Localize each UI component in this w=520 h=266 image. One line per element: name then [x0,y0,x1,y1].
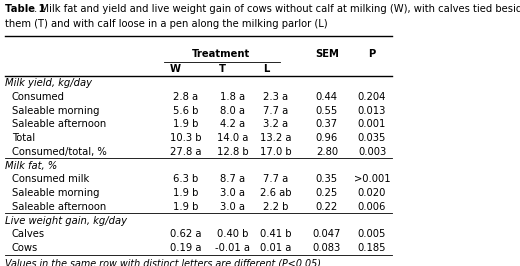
Text: 2.2 b: 2.2 b [263,202,289,212]
Text: 0.01 a: 0.01 a [260,243,292,253]
Text: T: T [219,64,226,74]
Text: Saleable morning: Saleable morning [11,188,99,198]
Text: 1.8 a: 1.8 a [220,92,245,102]
Text: 0.44: 0.44 [316,92,338,102]
Text: 2.3 a: 2.3 a [263,92,289,102]
Text: 3.0 a: 3.0 a [220,202,245,212]
Text: Consumed milk: Consumed milk [11,174,89,184]
Text: 0.083: 0.083 [313,243,341,253]
Text: 0.204: 0.204 [358,92,386,102]
Text: 7.7 a: 7.7 a [263,174,289,184]
Text: 0.35: 0.35 [316,174,338,184]
Text: 0.185: 0.185 [358,243,386,253]
Text: 0.013: 0.013 [358,106,386,116]
Text: Table 1: Table 1 [5,4,45,14]
Text: W: W [170,64,181,74]
Text: 0.001: 0.001 [358,119,386,129]
Text: 6.3 b: 6.3 b [173,174,198,184]
Text: 0.37: 0.37 [316,119,338,129]
Text: -0.01 a: -0.01 a [215,243,250,253]
Text: 13.2 a: 13.2 a [260,133,292,143]
Text: L: L [263,64,269,74]
Text: 0.25: 0.25 [316,188,338,198]
Text: Consumed: Consumed [11,92,64,102]
Text: 10.3 b: 10.3 b [170,133,201,143]
Text: 1.9 b: 1.9 b [173,119,198,129]
Text: Saleable afternoon: Saleable afternoon [11,202,106,212]
Text: Saleable morning: Saleable morning [11,106,99,116]
Text: 2.6 ab: 2.6 ab [260,188,292,198]
Text: 3.0 a: 3.0 a [220,188,245,198]
Text: 4.2 a: 4.2 a [220,119,245,129]
Text: Values in the same row with distinct letters are different (P<0.05): Values in the same row with distinct let… [5,258,321,266]
Text: 0.020: 0.020 [358,188,386,198]
Text: 0.047: 0.047 [313,229,341,239]
Text: them (T) and with calf loose in a pen along the milking parlor (L): them (T) and with calf loose in a pen al… [5,19,327,29]
Text: 12.8 b: 12.8 b [217,147,249,157]
Text: 1.9 b: 1.9 b [173,188,198,198]
Text: P: P [369,49,375,59]
Text: 0.006: 0.006 [358,202,386,212]
Text: . Milk fat and yield and live weight gain of cows without calf at milking (W), w: . Milk fat and yield and live weight gai… [34,4,520,14]
Text: Consumed/total, %: Consumed/total, % [11,147,107,157]
Text: 7.7 a: 7.7 a [263,106,289,116]
Text: 0.19 a: 0.19 a [170,243,201,253]
Text: 8.7 a: 8.7 a [220,174,245,184]
Text: 0.41 b: 0.41 b [260,229,292,239]
Text: 0.22: 0.22 [316,202,338,212]
Text: 0.96: 0.96 [316,133,338,143]
Text: 0.035: 0.035 [358,133,386,143]
Text: SEM: SEM [315,49,339,59]
Text: Cows: Cows [11,243,38,253]
Text: 0.62 a: 0.62 a [170,229,201,239]
Text: 17.0 b: 17.0 b [260,147,292,157]
Text: 0.40 b: 0.40 b [217,229,248,239]
Text: 0.005: 0.005 [358,229,386,239]
Text: 0.003: 0.003 [358,147,386,157]
Text: 14.0 a: 14.0 a [217,133,248,143]
Text: 1.9 b: 1.9 b [173,202,198,212]
Text: 27.8 a: 27.8 a [170,147,201,157]
Text: >0.001: >0.001 [354,174,391,184]
Text: Milk yield, kg/day: Milk yield, kg/day [5,78,92,88]
Text: Live weight gain, kg/day: Live weight gain, kg/day [5,216,127,226]
Text: 3.2 a: 3.2 a [263,119,289,129]
Text: 0.55: 0.55 [316,106,338,116]
Text: 8.0 a: 8.0 a [220,106,245,116]
Text: 2.8 a: 2.8 a [173,92,198,102]
Text: Saleable afternoon: Saleable afternoon [11,119,106,129]
Text: Total: Total [11,133,35,143]
Text: Milk fat, %: Milk fat, % [5,161,57,171]
Text: Treatment: Treatment [192,49,250,59]
Text: 2.80: 2.80 [316,147,338,157]
Text: Calves: Calves [11,229,45,239]
Text: 5.6 b: 5.6 b [173,106,198,116]
